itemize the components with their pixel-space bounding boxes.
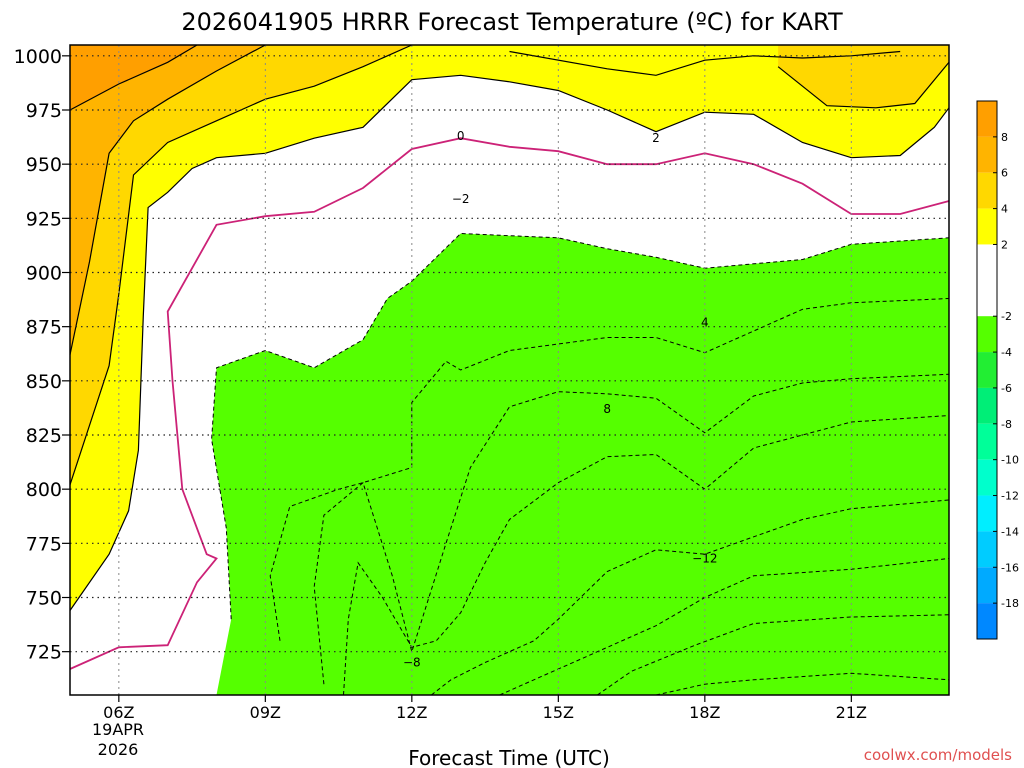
colorbar-band--18 (977, 567, 997, 604)
colorbar-band--2 (977, 244, 997, 317)
x-tick-label-21Z: 21Z (836, 703, 867, 722)
freezing-isotherm (69, 137, 950, 670)
colorbar-label--16: -16 (1001, 561, 1019, 574)
y-tick-label-800: 800 (26, 479, 62, 501)
y-tick-label-750: 750 (26, 588, 62, 610)
x-tick-label-09Z: 09Z (250, 703, 281, 722)
contour-label-2: 8 (603, 402, 611, 416)
colorbar-label--2: -2 (1001, 310, 1012, 323)
y-tick-label-825: 825 (26, 425, 62, 447)
y-tick-label-850: 850 (26, 371, 62, 393)
colorbar-label--12: -12 (1001, 490, 1019, 503)
y-tick-label-1000: 1000 (14, 46, 62, 68)
colorbar-label-6: 6 (1001, 167, 1008, 180)
date-label-month: 19APR (92, 720, 144, 739)
contour-label-3: 4 (701, 315, 709, 329)
colorbar-label--18: -18 (1001, 597, 1019, 610)
contour-labels: −8 −12 8 4 −2 0 2 (403, 129, 718, 670)
colorbar-band--10 (977, 423, 997, 460)
plot-area: −8 −12 8 4 −2 0 2 (69, 44, 950, 696)
x-axis-title: Forecast Time (UTC) (408, 746, 610, 768)
contour-label-4: −2 (452, 192, 470, 206)
fill-region-cold-4 (211, 233, 950, 695)
dashed-contour-6 (269, 298, 950, 641)
colorbar-band--6 (977, 352, 997, 388)
colorbar-label-4: 4 (1001, 203, 1008, 216)
watermark: coolwx.com/models (864, 746, 1012, 764)
colorbar-label--8: -8 (1001, 418, 1012, 431)
solid-contour-1 (69, 44, 413, 485)
x-tick-label-18Z: 18Z (689, 703, 720, 722)
colorbar-band--14 (977, 495, 997, 532)
plot-frame (69, 44, 950, 696)
solid-contour-5 (69, 44, 198, 111)
dashed-isotherms (211, 232, 950, 696)
y-tick-label-975: 975 (26, 100, 62, 122)
colorbar-band--8 (977, 387, 997, 424)
y-tick-label-725: 725 (26, 642, 62, 664)
colorbar-band-6 (977, 136, 997, 173)
contour-label-6: 2 (652, 131, 660, 145)
colorbar-frame (976, 100, 998, 640)
colorbar-band--4 (977, 316, 997, 353)
filled-contours (70, 45, 950, 695)
solid-contour-3 (777, 61, 950, 109)
solid-contour-4 (69, 44, 266, 355)
colorbar-label--10: -10 (1001, 454, 1019, 467)
zero-degree-line (69, 137, 950, 670)
fill-region-warm-6 (70, 45, 266, 355)
dashed-contour-4 (343, 415, 950, 696)
x-tick-label-12Z: 12Z (396, 703, 427, 722)
colorbar-label--6: -6 (1001, 382, 1012, 395)
y-tick-label-900: 900 (26, 263, 62, 285)
colorbar-band--16 (977, 531, 997, 568)
solid-contour-2 (509, 50, 901, 76)
solid-contour-0 (69, 74, 950, 611)
dashed-contour-1 (597, 614, 950, 696)
color-scale-bar: 8 6 4 2 -2 -4 -6 -8 -10 -12 -14 -16 -18 (976, 100, 1019, 640)
contour-label-1: −12 (692, 552, 717, 566)
solid-isotherms (69, 44, 950, 611)
colorbar-band-8 (977, 101, 997, 137)
colorbar-band-4 (977, 172, 997, 209)
colorbar-band--20 (977, 603, 997, 639)
fill-region-warm-8 (70, 45, 197, 110)
contour-label-0: −8 (403, 656, 421, 670)
y-tick-label-775: 775 (26, 533, 62, 555)
contour-label-5: 0 (457, 129, 465, 143)
grid-lines (70, 45, 949, 695)
date-label-year: 2026 (98, 740, 139, 759)
y-tick-label-925: 925 (26, 208, 62, 230)
dashed-contour-2 (499, 558, 950, 696)
colorbar-band--12 (977, 459, 997, 496)
colorbar-label--4: -4 (1001, 346, 1012, 359)
y-axis: 725 750 775 800 825 850 875 900 925 950 975 1000 (14, 46, 70, 664)
x-tick-label-06Z: 06Z (103, 703, 134, 722)
fill-region-warm-4b (778, 45, 949, 108)
y-tick-label-875: 875 (26, 317, 62, 339)
colorbar-label--14: -14 (1001, 525, 1019, 538)
colorbar-label-8: 8 (1001, 131, 1008, 144)
colorbar-band-2 (977, 208, 997, 245)
colorbar-label-2: 2 (1001, 238, 1008, 251)
x-axis: 06Z 09Z 12Z 15Z 18Z 21Z (103, 695, 867, 722)
y-tick-label-950: 950 (26, 154, 62, 176)
dashed-contour-5 (313, 373, 950, 685)
dashed-contour-3 (431, 499, 950, 696)
x-tick-label-15Z: 15Z (543, 703, 574, 722)
chart-title: 2026041905 HRRR Forecast Temperature (ºC… (181, 8, 843, 36)
dashed-contour-7 (211, 232, 950, 620)
dashed-contour-0 (655, 672, 950, 696)
